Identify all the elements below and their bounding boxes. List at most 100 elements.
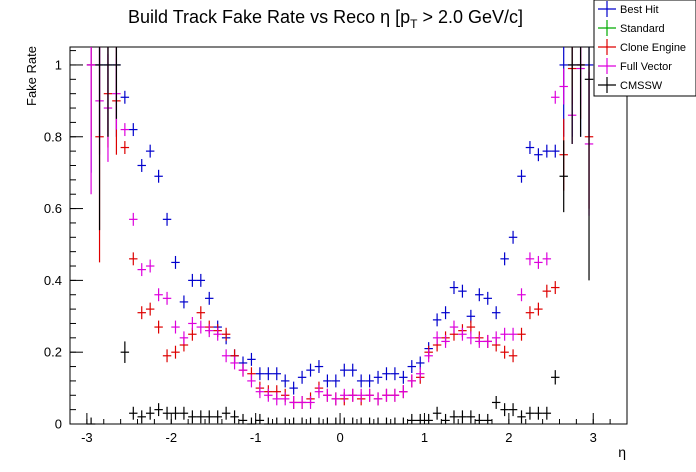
- data-point: [264, 417, 273, 425]
- legend-label: CMSSW: [620, 80, 663, 92]
- data-point: [517, 288, 526, 302]
- data-point: [508, 403, 518, 417]
- data-point: [171, 345, 180, 359]
- data-point: [323, 388, 332, 402]
- data-point: [306, 363, 315, 377]
- x-tick-label: 2: [505, 430, 512, 445]
- data-point: [145, 259, 155, 273]
- data-point: [542, 144, 552, 158]
- legend-item: Best Hit: [598, 1, 659, 17]
- data-point: [432, 406, 442, 420]
- data-point: [247, 352, 256, 366]
- data-point: [500, 403, 509, 417]
- data-point: [238, 413, 248, 424]
- data-point: [390, 367, 400, 381]
- legend-label: Best Hit: [620, 4, 659, 16]
- data-point: [491, 306, 501, 320]
- data-point: [567, 47, 577, 144]
- data-point: [196, 273, 206, 287]
- legend-label: Full Vector: [620, 61, 672, 73]
- data-point: [356, 374, 366, 388]
- data-point: [297, 417, 307, 425]
- data-point: [314, 417, 324, 425]
- data-point: [205, 291, 214, 305]
- data-point: [289, 381, 298, 395]
- data-point: [424, 349, 433, 363]
- x-tick-label: 1: [421, 430, 428, 445]
- data-point: [382, 367, 391, 381]
- data-point: [289, 417, 298, 425]
- data-point: [179, 295, 189, 309]
- legend-item: Full Vector: [598, 58, 672, 74]
- data-point: [272, 392, 281, 406]
- data-point: [441, 413, 450, 424]
- data-point: [491, 331, 501, 345]
- data-point: [441, 334, 450, 348]
- x-tick-label: -1: [250, 430, 262, 445]
- data-point: [188, 317, 197, 330]
- y-tick-label: 0.4: [44, 273, 62, 288]
- data-point: [365, 388, 374, 402]
- data-point: [491, 395, 501, 409]
- data-point: [407, 413, 417, 424]
- data-point: [331, 392, 341, 406]
- y-tick-label: 0: [55, 417, 62, 432]
- data-point: [348, 417, 357, 425]
- data-point: [154, 320, 163, 334]
- data-point: [272, 417, 281, 425]
- data-point: [475, 413, 484, 424]
- data-point: [171, 406, 180, 420]
- series-cmssw: [86, 47, 594, 425]
- data-point: [356, 417, 366, 425]
- data-point: [205, 324, 214, 338]
- data-point: [475, 334, 484, 348]
- data-point: [466, 309, 476, 323]
- data-point: [280, 374, 290, 388]
- data-point: [348, 363, 357, 377]
- data-point: [145, 302, 155, 316]
- data-point: [230, 410, 239, 424]
- data-point: [280, 392, 290, 406]
- data-point: [373, 417, 383, 425]
- data-point: [314, 360, 324, 374]
- data-point: [508, 349, 518, 363]
- x-tick-label: -3: [81, 430, 93, 445]
- data-point: [205, 410, 214, 424]
- data-point: [145, 144, 155, 158]
- data-point: [534, 406, 543, 420]
- data-point: [508, 230, 518, 244]
- data-point: [517, 410, 526, 424]
- data-point: [407, 374, 417, 388]
- y-tick-label: 0.2: [44, 345, 62, 360]
- data-point: [399, 370, 408, 384]
- data-point: [449, 320, 459, 334]
- legend: Best Hit Standard Clone Engine Full Vector C…: [593, 0, 696, 97]
- data-point: [356, 388, 366, 402]
- data-point: [264, 388, 273, 402]
- data-point: [137, 263, 146, 277]
- data-point: [213, 410, 222, 424]
- y-tick-label: 1: [55, 57, 62, 72]
- data-point: [306, 395, 315, 409]
- data-point: [323, 374, 332, 388]
- data-point: [551, 144, 560, 158]
- data-points: [86, 47, 594, 425]
- x-tick-label: 3: [590, 430, 597, 445]
- data-point: [584, 47, 594, 281]
- title-pt: [p: [390, 7, 410, 27]
- data-point: [432, 331, 442, 345]
- data-point: [331, 417, 341, 425]
- data-point: [551, 90, 560, 104]
- data-point: [365, 374, 374, 388]
- data-point: [500, 252, 509, 266]
- data-point: [255, 385, 265, 399]
- axes: -3 -2 -1 0 1 2 3 0 0.2 0.4 0.6 0.8 1: [44, 46, 628, 445]
- x-axis-title: η: [618, 444, 626, 460]
- title-tail: > 2.0 GeV/c]: [417, 7, 523, 27]
- data-point: [340, 388, 349, 402]
- data-point: [365, 417, 374, 425]
- data-point: [559, 68, 568, 105]
- data-point: [196, 320, 206, 334]
- data-point: [576, 47, 585, 137]
